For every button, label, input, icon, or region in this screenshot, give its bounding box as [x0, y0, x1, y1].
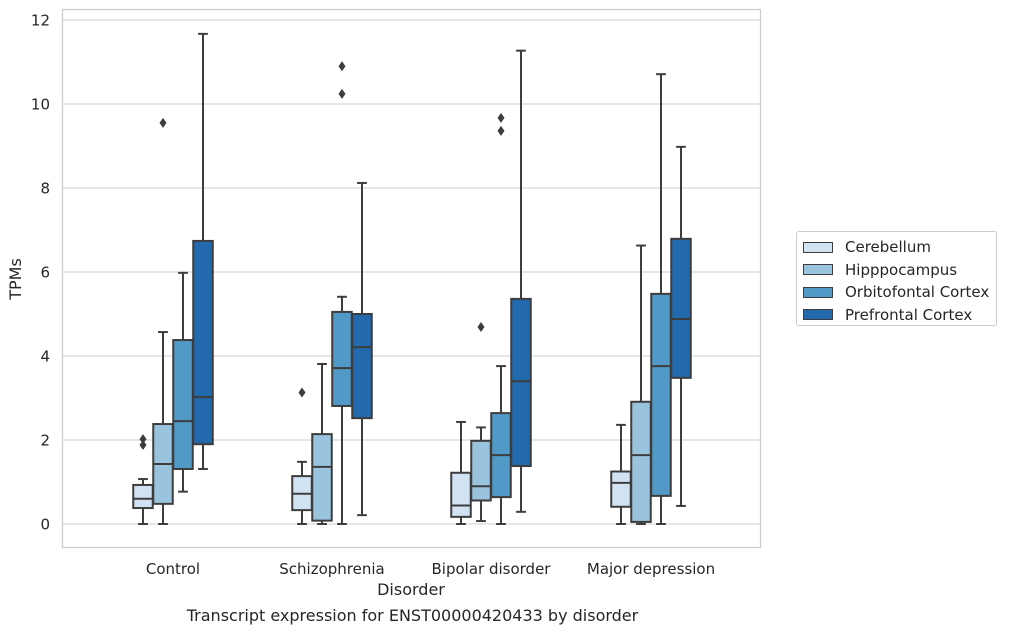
box-iqr [610, 470, 632, 508]
box-group [132, 434, 154, 525]
outlier-point [338, 61, 346, 72]
y-tick-label: 4 [40, 348, 50, 366]
outlier-point [497, 125, 505, 136]
y-tick-label: 12 [31, 12, 50, 30]
box-group [172, 271, 194, 493]
y-axis-ticks: 0 2 4 6 8 10 12 [31, 12, 50, 534]
legend-swatch [803, 309, 833, 321]
outlier-point [159, 117, 167, 128]
box-group [152, 117, 174, 525]
y-tick-label: 10 [31, 96, 50, 114]
y-axis-label: TPMs [6, 258, 25, 301]
x-axis-ticks: Control Schizophrenia Bipolar disorder Majo… [146, 560, 715, 578]
y-tick-label: 8 [40, 180, 50, 198]
x-tick-label: Schizophrenia [279, 560, 384, 578]
outlier-point [139, 434, 147, 445]
box-iqr [510, 297, 532, 468]
legend-label: Orbitofontal Cortex [845, 283, 990, 302]
box-iqr [450, 471, 472, 518]
box-group [192, 32, 214, 470]
outlier-point [139, 440, 147, 451]
box-iqr [351, 313, 373, 420]
legend-label: Hipppocampus [845, 260, 958, 279]
legend-swatch [803, 264, 833, 276]
box-iqr [630, 400, 652, 523]
box-iqr [470, 439, 492, 502]
box-iqr [311, 433, 333, 522]
box-group [510, 49, 532, 513]
box-iqr [172, 339, 194, 470]
outlier-point [298, 387, 306, 398]
outlier-point [497, 112, 505, 123]
outlier-point [338, 88, 346, 99]
box-group [670, 145, 692, 507]
y-tick-label: 0 [40, 516, 50, 534]
box-group [331, 61, 353, 525]
box-group [650, 73, 672, 525]
figure-caption: Transcript expression for ENST0000042043… [186, 606, 639, 625]
box-group [311, 362, 333, 525]
box-group [291, 387, 313, 525]
legend-item: Cerebellum [803, 236, 996, 259]
outlier-point [477, 322, 485, 333]
box-group [351, 181, 373, 517]
box-group [450, 420, 472, 525]
x-tick-label: Major depression [587, 560, 715, 578]
y-tick-label: 6 [40, 264, 50, 282]
box-iqr [192, 239, 214, 446]
x-axis-label: Disorder [377, 580, 445, 599]
legend-label: Cerebellum [845, 238, 931, 257]
legend-item: Orbitofontal Cortex [803, 281, 996, 304]
box-group [630, 244, 652, 525]
legend-item: Hipppocampus [803, 259, 996, 282]
y-tick-label: 2 [40, 432, 50, 450]
x-tick-label: Control [146, 560, 200, 578]
box-series [132, 32, 692, 525]
box-group [490, 112, 512, 525]
box-iqr [670, 237, 692, 379]
plot-area-frame [61, 8, 762, 549]
legend-item: Prefrontal Cortex [803, 304, 996, 327]
box-iqr [650, 292, 672, 497]
legend-label: Prefrontal Cortex [845, 305, 973, 324]
box-iqr [132, 483, 154, 510]
legend-swatch [803, 286, 833, 298]
box-iqr [331, 310, 353, 407]
legend-swatch [803, 241, 833, 253]
x-tick-label: Bipolar disorder [432, 560, 552, 578]
box-group [470, 322, 492, 523]
chart-legend: Cerebellum Hipppocampus Orbitofontal Corte… [796, 231, 997, 326]
